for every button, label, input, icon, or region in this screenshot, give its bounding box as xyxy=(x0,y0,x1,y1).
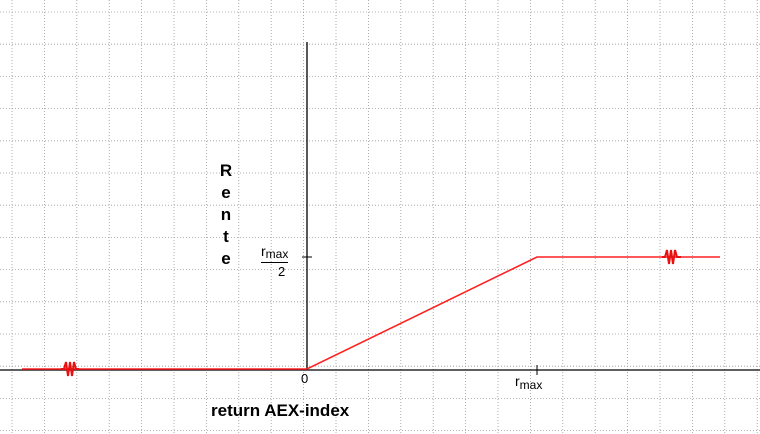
origin-label: 0 xyxy=(301,371,309,386)
y-tick-label-numerator: rmax xyxy=(261,243,289,263)
axis-break-right xyxy=(662,249,681,265)
x-axis-label: return AEX-index xyxy=(211,401,350,420)
y-axis-label-letter: t xyxy=(223,227,229,246)
x-tick-label-rmax: rmax xyxy=(515,373,543,392)
y-axis-label-letter: e xyxy=(221,183,231,202)
payoff-line xyxy=(22,256,720,370)
y-axis-label-letter: n xyxy=(220,205,232,224)
axis-break-left xyxy=(61,361,79,377)
y-axis-label-letter: R xyxy=(219,161,233,180)
y-tick-label-denominator: 2 xyxy=(278,264,286,279)
y-axis-label-letter: e xyxy=(221,249,231,268)
